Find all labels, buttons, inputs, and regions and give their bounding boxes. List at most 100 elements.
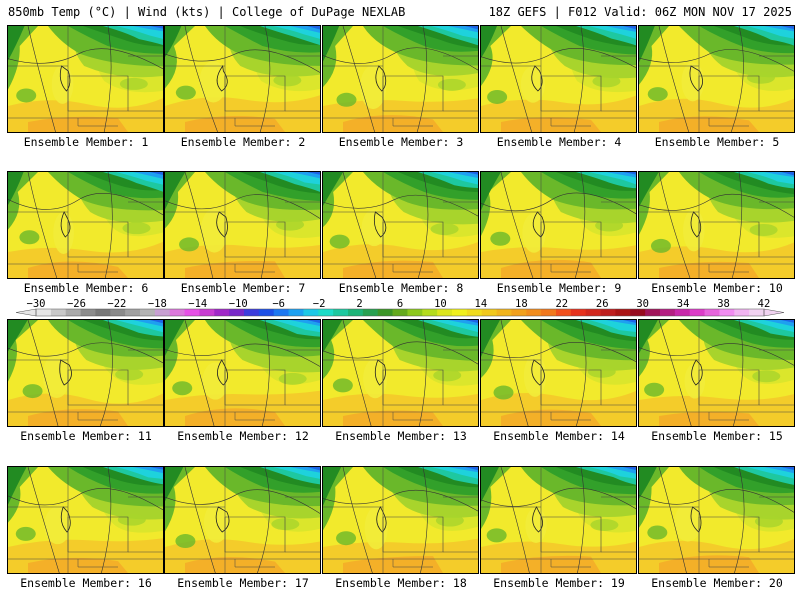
ensemble-member-map [480,25,637,133]
ensemble-member-map [7,171,164,279]
ensemble-member-label: Ensemble Member: 16 [20,576,152,590]
colorbar-swatch [110,309,126,316]
colorbar-swatch [615,309,631,316]
ensemble-member-label: Ensemble Member: 2 [180,135,306,149]
temperature-field-map [165,26,320,132]
ensemble-member-label: Ensemble Member: 7 [180,281,306,295]
colorbar-tick-label: 14 [475,298,488,310]
temperature-field-map [323,320,478,426]
colorbar-tick-label: 2 [356,298,362,310]
ensemble-member-label: Ensemble Member: 5 [654,135,780,149]
colorbar-swatch [600,309,616,316]
ensemble-member-label: Ensemble Member: 20 [651,576,783,590]
colorbar-tick-label: 26 [596,298,609,310]
ensemble-member-map [164,466,321,574]
ensemble-member-label: Ensemble Member: 8 [338,281,464,295]
temperature-field-map [165,320,320,426]
ensemble-member-label: Ensemble Member: 6 [23,281,149,295]
colorbar-tick-label: −18 [148,298,167,310]
ensemble-member-map [480,466,637,574]
colorbar-swatch [407,309,423,316]
temperature-field-map [481,467,636,573]
colorbar-swatch [95,309,111,316]
ensemble-member-map [638,171,795,279]
colorbar-tick-label: −30 [27,298,46,310]
ensemble-member-label: Ensemble Member: 17 [177,576,309,590]
temperature-field-map [8,172,163,278]
ensemble-member-map [164,25,321,133]
colorbar-swatch [496,309,512,316]
ensemble-member-map [164,171,321,279]
colorbar-swatch [556,309,572,316]
ensemble-member-map [322,171,479,279]
colorbar-swatch [154,309,171,316]
ensemble-member-label: Ensemble Member: 10 [651,281,783,295]
temperature-field-map [481,320,636,426]
colorbar-tick-label: 42 [758,298,771,310]
colorbar-swatch [734,309,750,316]
ensemble-member-map [480,319,637,427]
colorbar-swatch [65,309,81,316]
colorbar-swatch [437,309,453,316]
colorbar-swatch [80,309,96,316]
ensemble-member-map [322,25,479,133]
colorbar-tick-label: −2 [313,298,326,310]
colorbar-tick-label: 6 [397,298,403,310]
colorbar-tick-label: −22 [107,298,126,310]
temperature-field-map [639,320,794,426]
colorbar-swatch [273,309,289,316]
colorbar-swatch [422,309,438,316]
colorbar-swatch [258,309,275,316]
colorbar-swatch [36,309,52,316]
colorbar-tick-label: −26 [67,298,86,310]
ensemble-member-label: Ensemble Member: 12 [177,429,309,443]
ensemble-member-label: Ensemble Member: 15 [651,429,783,443]
ensemble-member-label: Ensemble Member: 14 [493,429,625,443]
temperature-field-map [8,320,163,426]
temperature-field-map [481,172,636,278]
colorbar-swatch [689,309,705,316]
colorbar-swatch [199,309,215,316]
colorbar-tick-label: 38 [717,298,730,310]
colorbar-tick-label: 34 [677,298,690,310]
colorbar-swatch [541,309,557,316]
colorbar-outline [35,308,765,317]
ensemble-member-map [322,319,479,427]
temperature-field-map [8,467,163,573]
colorbar-min-arrow [15,308,37,317]
colorbar-swatch [140,309,156,316]
temperature-field-map [639,172,794,278]
ensemble-member-map [7,25,164,133]
ensemble-member-map [7,466,164,574]
colorbar-swatch [674,309,691,316]
ensemble-member-label: Ensemble Member: 1 [23,135,149,149]
colorbar-tick-label: −14 [188,298,207,310]
temperature-field-map [165,172,320,278]
temperature-field-map [639,26,794,132]
colorbar-swatch [244,309,260,316]
ensemble-member-map [638,466,795,574]
colorbar-swatch [749,309,765,316]
ensemble-member-map [638,25,795,133]
colorbar-swatch [318,309,334,316]
colorbar-swatch [50,309,67,316]
colorbar-swatch [348,309,364,316]
temperature-field-map [165,467,320,573]
chart-title: 850mb Temp (°C) | Wind (kts) | College o… [8,5,406,19]
ensemble-member-label: Ensemble Member: 18 [335,576,467,590]
model-run-info: 18Z GEFS | F012 Valid: 06Z MON NOV 17 20… [488,5,792,19]
colorbar-swatch [570,309,587,316]
colorbar-swatch [362,309,379,316]
ensemble-member-map [638,319,795,427]
ensemble-member-label: Ensemble Member: 19 [493,576,625,590]
colorbar-swatch [392,309,408,316]
colorbar-swatch [466,309,483,316]
colorbar-swatch [288,309,304,316]
ensemble-member-label: Ensemble Member: 9 [496,281,622,295]
colorbar-graphic: −30 −26 −22 −18 −14 −10 −6 −2 2 6 10 14 18 22 26 30 34 38… [15,298,785,317]
colorbar-swatch [377,309,393,316]
temperature-field-map [481,26,636,132]
ensemble-member-map [164,319,321,427]
colorbar-swatch [333,309,349,316]
ensemble-member-label: Ensemble Member: 13 [335,429,467,443]
